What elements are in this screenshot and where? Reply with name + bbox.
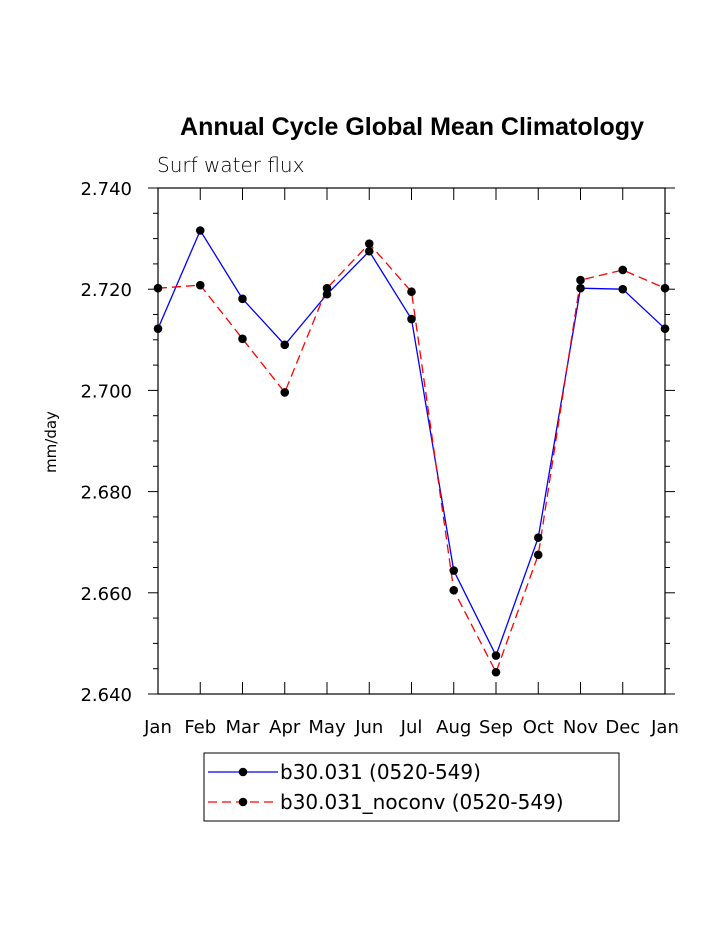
series-1-point — [153, 324, 163, 333]
series-1-point — [618, 284, 628, 294]
series-line-2 — [157, 242, 666, 674]
x-tick-labels: Jan Feb Mar Apr May Jun Jul Aug Sep Oct Nov Dec Jan — [143, 717, 679, 738]
series-1-point — [407, 314, 416, 324]
x-tick-label: Aug — [436, 717, 471, 738]
axis-ticks — [148, 187, 675, 695]
legend: b30.031 (0520-549) b30.031_noconv (0520-5… — [203, 752, 620, 822]
x-tick-label: Jun — [354, 717, 383, 738]
series-2-point — [533, 550, 543, 560]
x-tick-label: Oct — [523, 717, 554, 738]
y-tick-label: 2.740 — [80, 179, 132, 200]
x-tick-label: Jan — [650, 717, 679, 738]
series-1-point — [533, 533, 543, 542]
y-tick-label: 2.720 — [80, 280, 132, 301]
x-tick-label: Jul — [400, 717, 423, 738]
series-2-point — [618, 265, 628, 275]
series-2-point — [660, 283, 670, 293]
y-tick-label: 2.660 — [80, 584, 132, 605]
legend-box — [203, 752, 620, 822]
series-1-point — [238, 294, 247, 304]
x-tick-label: Sep — [479, 717, 513, 738]
series-2-point — [407, 287, 416, 297]
x-tick-label: May — [308, 717, 346, 738]
series-2-point — [280, 388, 290, 397]
y-tick-label: 2.700 — [80, 381, 132, 402]
series-1-point — [491, 651, 501, 660]
series-1-point — [449, 566, 459, 575]
x-tick-label: Jan — [143, 717, 172, 738]
y-tick-label: 2.680 — [80, 483, 132, 504]
x-tick-label: Nov — [563, 717, 598, 738]
x-tick-label: Dec — [605, 717, 640, 738]
x-tick-label: Apr — [269, 717, 301, 738]
legend-marker-2 — [238, 797, 248, 807]
legend-label-2: b30.031_noconv (0520-549) — [280, 790, 564, 814]
y-tick-label: 2.640 — [80, 685, 132, 706]
x-tick-label: Feb — [184, 717, 216, 738]
chart-title: Annual Cycle Global Mean Climatology — [180, 113, 644, 141]
plot-border — [157, 187, 666, 695]
series-2-point — [449, 585, 459, 595]
series-1-point — [576, 283, 585, 293]
series-1-point — [660, 324, 670, 333]
series-2-point — [153, 283, 163, 293]
legend-label-1: b30.031 (0520-549) — [280, 760, 481, 784]
series-2-point — [238, 334, 247, 344]
series-2-point — [322, 283, 332, 293]
series-1-point — [195, 226, 205, 235]
series-1-point — [280, 340, 290, 350]
x-tick-label: Mar — [226, 717, 261, 738]
series-2-point — [491, 667, 501, 677]
series-layer — [153, 226, 670, 677]
legend-marker-1 — [238, 767, 248, 777]
series-2-point — [576, 275, 585, 285]
series-2-point — [195, 280, 205, 290]
y-axis-label: mm/day — [42, 411, 60, 473]
y-tick-labels: 2.640 2.660 2.680 2.700 2.720 2.740 — [80, 179, 132, 706]
plot-frame — [157, 187, 666, 695]
series-1-point — [364, 246, 374, 256]
legend-items: b30.031 (0520-549) b30.031_noconv (0520-5… — [208, 760, 564, 814]
series-2-point — [364, 239, 374, 248]
chart-subtitle: Surf water flux — [157, 153, 304, 177]
series-1-point — [322, 289, 332, 299]
